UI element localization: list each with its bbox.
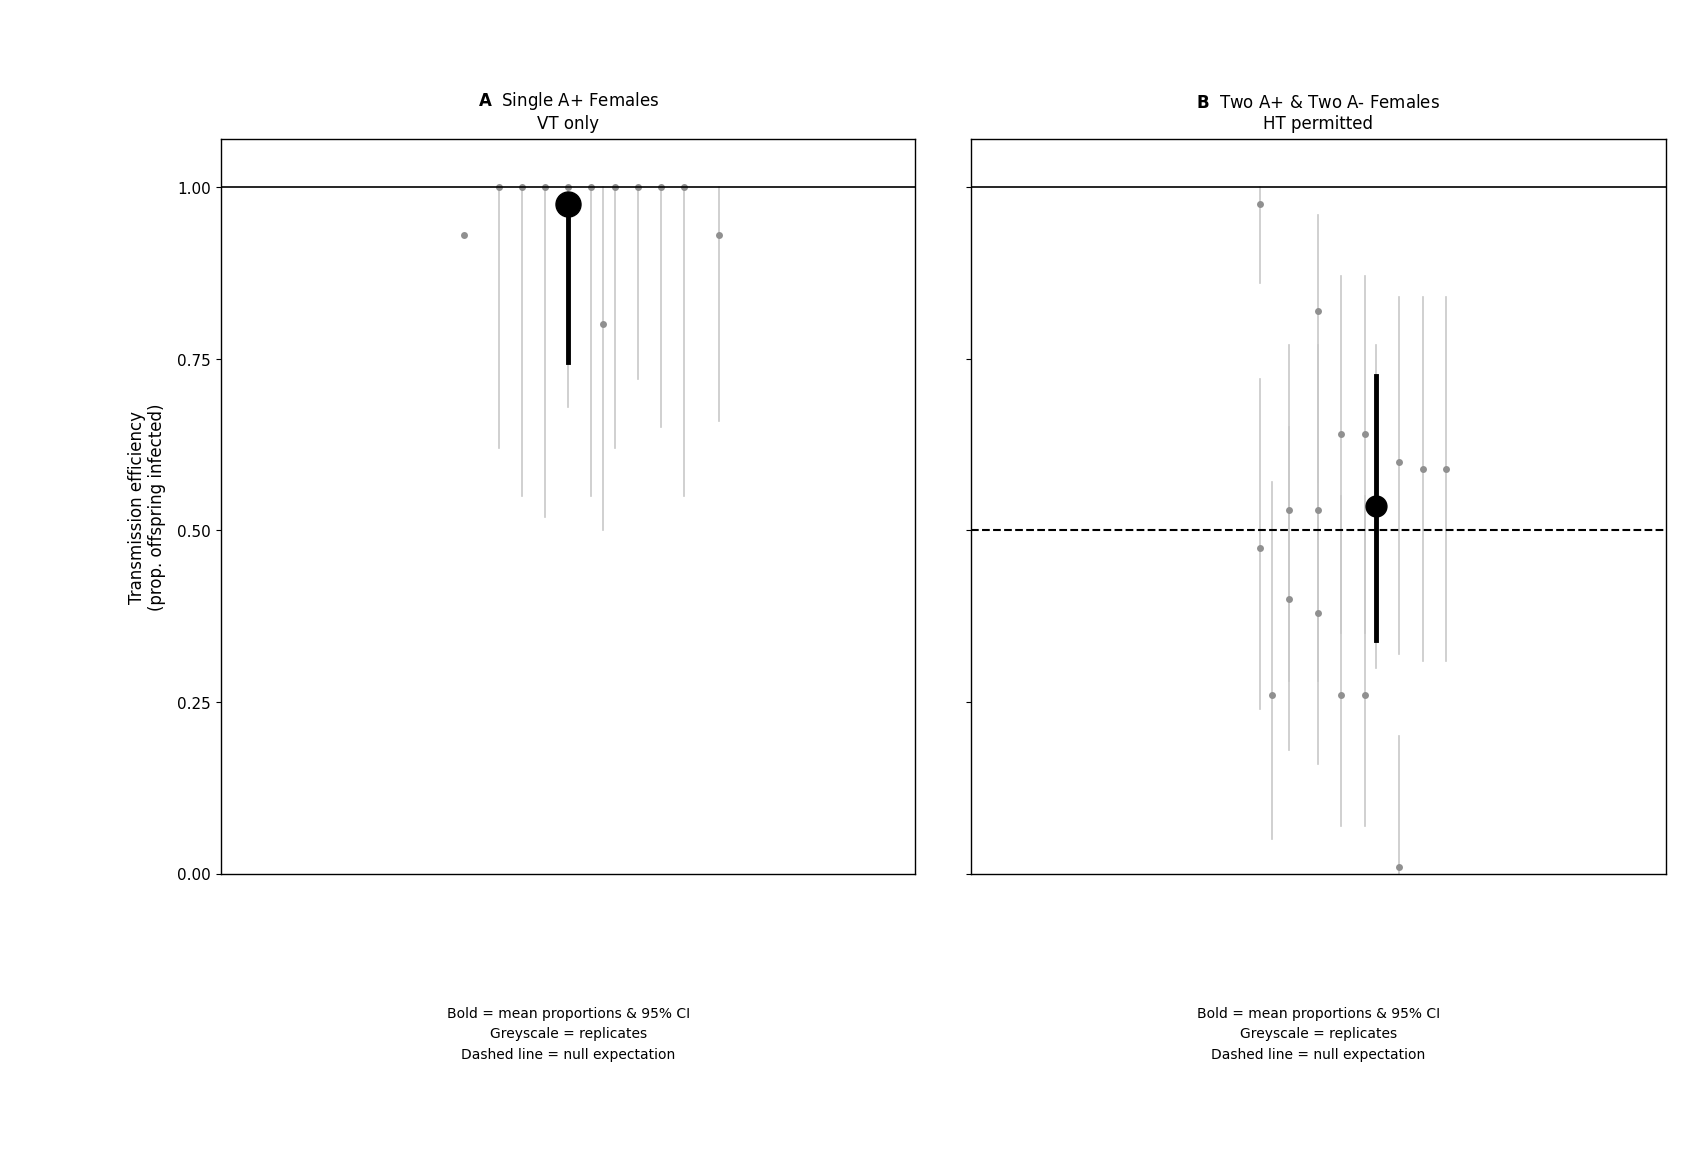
Title: $\mathbf{B}$  Two A+ & Two A- Females
HT permitted: $\mathbf{B}$ Two A+ & Two A- Females HT …	[1196, 94, 1439, 133]
Y-axis label: Transmission efficiency
(prop. offspring infected): Transmission efficiency (prop. offspring…	[127, 403, 167, 610]
Title: $\mathbf{A}$  Single A+ Females
VT only: $\mathbf{A}$ Single A+ Females VT only	[477, 90, 659, 133]
Text: Bold = mean proportions & 95% CI
Greyscale = replicates
Dashed line = null expec: Bold = mean proportions & 95% CI Greysca…	[1196, 1005, 1439, 1061]
Text: Bold = mean proportions & 95% CI
Greyscale = replicates
Dashed line = null expec: Bold = mean proportions & 95% CI Greysca…	[447, 1005, 690, 1061]
